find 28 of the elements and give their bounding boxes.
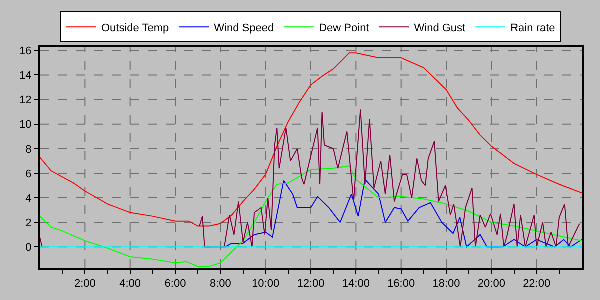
- y-tick-label: 0: [26, 242, 32, 254]
- line-series: [40, 52, 582, 227]
- x-tick-label: 6:00: [164, 278, 186, 290]
- x-tick-label: 20:00: [478, 278, 506, 290]
- x-tick-label: 18:00: [432, 278, 460, 290]
- x-tick-label: 4:00: [120, 278, 142, 290]
- y-tick-label: 6: [26, 168, 32, 180]
- x-tick-label: 8:00: [210, 278, 232, 290]
- line-series: [40, 166, 582, 268]
- legend-label: Rain rate: [510, 22, 556, 34]
- y-tick-label: 14: [20, 70, 32, 82]
- x-tick-label: 2:00: [74, 278, 96, 290]
- x-tick-label: 14:00: [342, 278, 370, 290]
- y-tick-label: 10: [20, 119, 32, 132]
- line-series: [224, 179, 582, 248]
- y-tick-label: 4: [26, 192, 32, 205]
- x-tick-label: 10:00: [252, 278, 280, 290]
- legend-label: Dew Point: [319, 22, 370, 34]
- legend-label: Wind Gust: [414, 22, 466, 34]
- legend-label: Wind Speed: [214, 22, 274, 34]
- x-tick-label: 16:00: [388, 278, 416, 290]
- y-tick-label: 12: [20, 94, 32, 107]
- y-tick-label: 8: [26, 144, 32, 156]
- y-tick-label: 2: [26, 217, 32, 230]
- x-tick-label: 22:00: [523, 278, 551, 290]
- y-tick-label: 16: [20, 46, 32, 58]
- legend-label: Outside Temp: [102, 22, 170, 34]
- x-tick-label: 12:00: [297, 278, 325, 290]
